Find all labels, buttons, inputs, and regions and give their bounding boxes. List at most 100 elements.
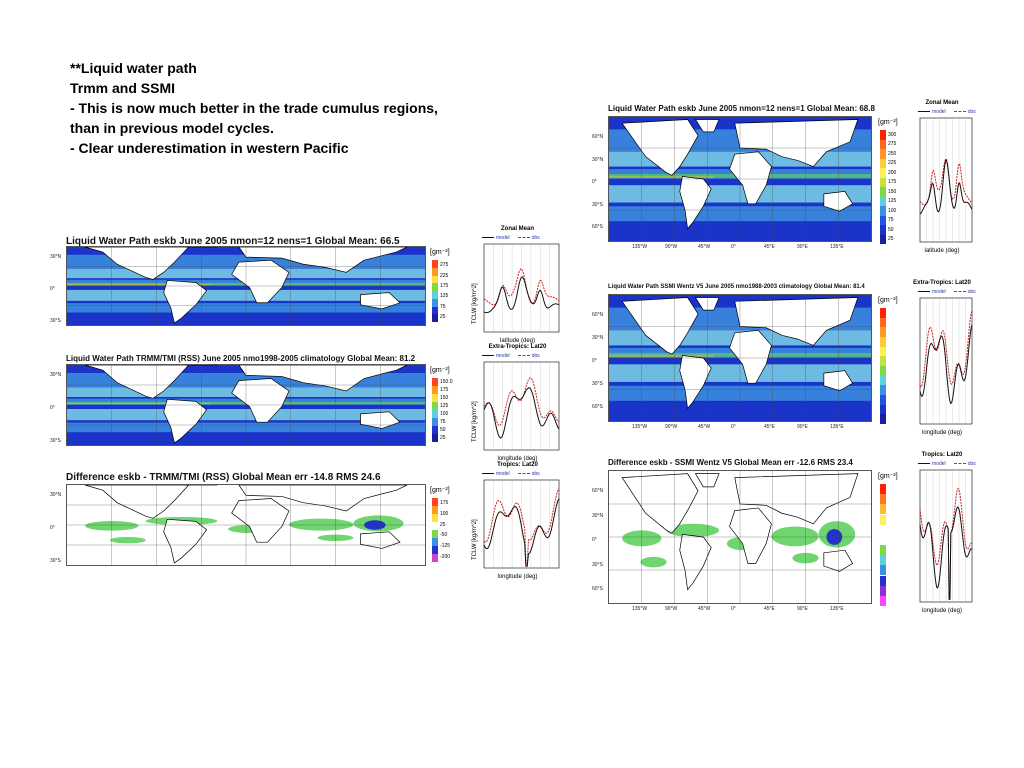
obs-legend-label: obs <box>531 353 540 359</box>
zonal-x-axis-label: longitude (deg) <box>921 430 963 436</box>
latitude-label: 60°S <box>592 586 603 592</box>
colorbar-swatch <box>432 394 438 402</box>
colorbar-swatch <box>880 385 886 395</box>
colorbar-swatch <box>880 196 886 206</box>
right-map-0 <box>608 116 872 242</box>
latitude-label: 30°S <box>50 438 61 444</box>
note-line: - This is now much better in the trade c… <box>70 100 438 116</box>
namerica-landmass <box>621 119 699 176</box>
longitude-label: 135°E <box>830 244 844 250</box>
colorbar-tick-label: 25 <box>440 521 446 528</box>
obs-legend-label: obs <box>531 471 540 477</box>
colorbar-swatch <box>432 530 438 538</box>
obs-legend-label: obs <box>531 235 540 241</box>
longitude-label: 45°W <box>698 244 711 250</box>
latitude-label: 0° <box>50 405 55 411</box>
obs-legend-line <box>517 473 530 475</box>
zonal-panel-legend: model obs <box>480 353 540 359</box>
colorbar-swatch <box>880 327 886 337</box>
colorbar-swatch <box>432 314 438 322</box>
latitude-label: 30°S <box>50 318 61 324</box>
samerica-landmass <box>679 176 712 230</box>
zonal-panel-title: Tropics: Lat20 <box>921 452 963 458</box>
obs-series-line <box>483 377 560 427</box>
obs-series-line <box>919 310 973 388</box>
colorbar-swatch <box>432 514 438 522</box>
colorbar-tick-label: -200 <box>440 553 451 560</box>
zonal-panel-legend: model obs <box>480 471 540 477</box>
latitude-label: 30°N <box>592 335 604 341</box>
obs-series-line <box>919 157 973 206</box>
longitude-label: 45°W <box>698 606 711 612</box>
left-panel-title: Liquid Water Path eskb June 2005 nmon=12… <box>66 236 400 247</box>
longitude-label: 45°E <box>764 244 775 250</box>
colorbar-tick-label: 175 <box>440 282 449 289</box>
itcz-core <box>609 355 714 357</box>
zonal-panel-title: Extra-Tropics: Lat20 <box>488 344 547 350</box>
colorbar-swatch <box>880 524 886 535</box>
colorbar-swatch <box>880 215 886 225</box>
longitude-label: 135°E <box>830 424 844 430</box>
model-legend-line <box>918 291 930 293</box>
colorbar-swatch <box>880 158 886 168</box>
zonal-plot-svg <box>483 243 560 333</box>
obs-legend-line <box>517 237 530 239</box>
colorbar-swatch <box>880 375 886 386</box>
obs-legend-line <box>953 291 966 293</box>
zonal-panel-title: Zonal Mean <box>500 226 534 232</box>
longitude-label: 45°E <box>764 606 775 612</box>
colorbar-swatch <box>880 484 886 495</box>
right-map-1-svg <box>609 295 871 421</box>
colorbar-swatch <box>432 298 438 307</box>
colorbar-swatch <box>432 283 438 291</box>
model-legend-label: model <box>932 289 946 295</box>
colorbar-swatch <box>432 410 438 418</box>
model-legend-label: model <box>496 353 510 359</box>
longitude-label: 135°W <box>632 424 648 430</box>
zonal-panel-title: Zonal Mean <box>925 100 959 106</box>
latitude-label: 0° <box>592 179 597 185</box>
obs-series-line <box>483 488 560 566</box>
colorbar-swatch <box>880 404 886 415</box>
note-line: than in previous model cycles. <box>70 120 274 136</box>
longitude-label: 135°E <box>830 606 844 612</box>
model-legend-label: model <box>496 235 510 241</box>
samerica-landmass <box>163 398 208 444</box>
colorbar-tick-label: 125 <box>888 198 897 205</box>
colorbar-tick-label: 225 <box>440 272 449 279</box>
longitude-label: 90°W <box>665 606 678 612</box>
colorbar-tick-label: 75 <box>888 217 894 224</box>
right-colorbar-1: [gm⁻²] <box>878 296 918 426</box>
colorbar-swatch <box>880 168 886 178</box>
model-series-line <box>483 498 560 567</box>
colorbar-swatch <box>880 177 886 187</box>
colorbar-tick-label: 200 <box>888 169 897 176</box>
latitude-label: 30°N <box>50 372 62 378</box>
colorbar-unit: [gm⁻²] <box>430 487 450 494</box>
colorbar-tick-label: 150 <box>440 395 449 401</box>
colorbar-tick-label: 100 <box>888 207 897 214</box>
colorbar-swatch <box>432 306 438 315</box>
obs-legend-label: obs <box>967 289 976 295</box>
zonal-plot-svg <box>483 361 560 451</box>
colorbar-swatch <box>880 575 886 586</box>
colorbar-tick-label: 175 <box>440 500 449 507</box>
colorbar-swatch <box>880 555 886 566</box>
itcz-core <box>609 176 714 178</box>
colorbar-swatch <box>880 187 886 197</box>
zonal-y-axis-label: TCLW [kg/m^2] <box>472 519 478 560</box>
longitude-label: 90°W <box>665 424 678 430</box>
left-map-0 <box>66 246 426 326</box>
latitude-label: 30°S <box>592 561 603 568</box>
zonal-panel-legend: model obs <box>916 109 976 115</box>
namerica-landmass <box>621 473 699 534</box>
latitude-label: 0° <box>592 537 597 543</box>
colorbar-swatch <box>880 565 886 576</box>
anomaly-patch <box>640 556 667 568</box>
model-legend-line <box>482 355 494 357</box>
latitude-label: 0° <box>50 286 55 292</box>
colorbar-tick-label: 125 <box>440 403 449 409</box>
zonal-panel-title: Extra-Tropics: Lat20 <box>913 280 971 286</box>
colorbar-swatch <box>880 504 886 515</box>
right-map-1 <box>608 294 872 422</box>
